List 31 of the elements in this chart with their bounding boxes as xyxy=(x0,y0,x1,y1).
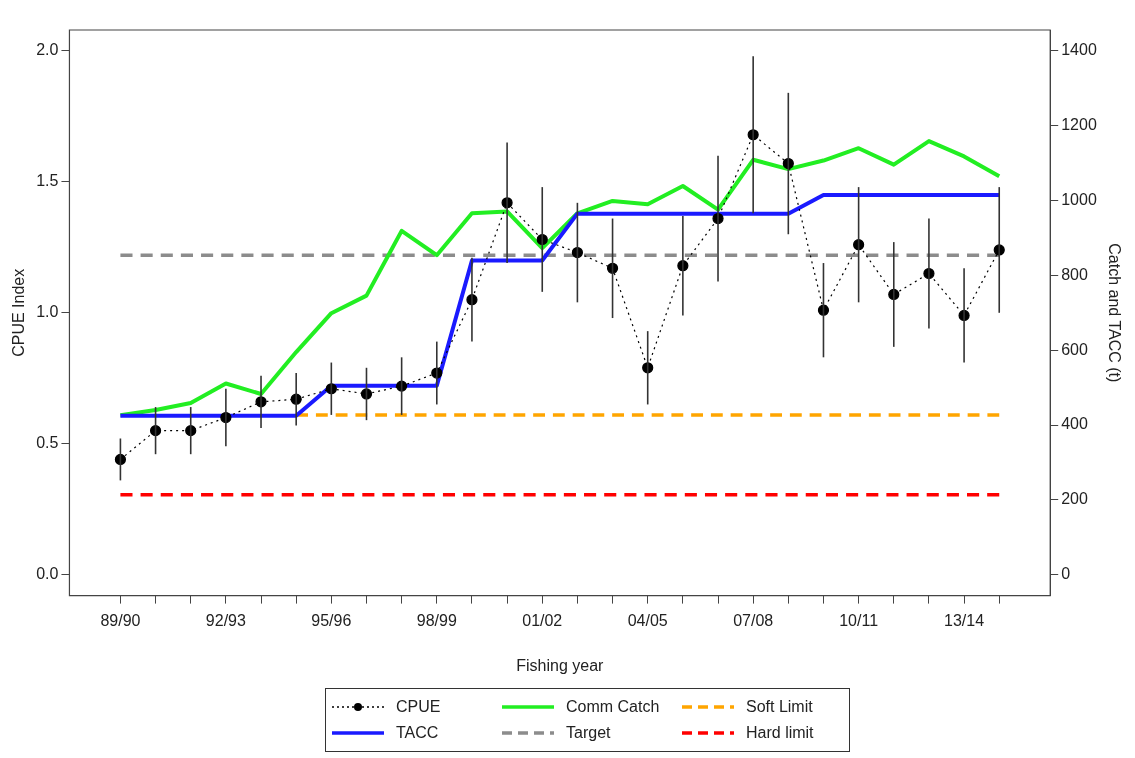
y-tick-label: 0.5 xyxy=(36,434,59,452)
y-tick-label: 1.0 xyxy=(36,303,59,321)
x-tick-label: 04/05 xyxy=(627,611,668,629)
x-tick-label: 98/99 xyxy=(416,611,457,629)
y2-tick-label: 1000 xyxy=(1061,190,1097,208)
y2-tick-label: 1200 xyxy=(1061,116,1097,134)
y2-tick-label: 400 xyxy=(1061,415,1088,433)
x-tick-label: 07/08 xyxy=(733,611,774,629)
x-tick-label: 10/11 xyxy=(839,611,879,629)
legend-label: Comm Catch xyxy=(566,698,660,716)
legend-label: Target xyxy=(566,724,611,742)
x-axis-title: Fishing year xyxy=(516,656,605,674)
y-tick-label: 2.0 xyxy=(36,41,59,59)
legend-label: Soft Limit xyxy=(746,698,813,716)
x-tick-label: 89/90 xyxy=(100,611,141,629)
y2-tick-label: 200 xyxy=(1061,490,1088,508)
y2-tick-label: 1400 xyxy=(1061,41,1097,59)
y-tick-label: 1.5 xyxy=(36,172,59,190)
x-tick-label: 95/96 xyxy=(311,611,352,629)
y2-tick-label: 0 xyxy=(1061,565,1071,583)
y2-tick-label: 800 xyxy=(1061,265,1088,283)
legend-label: TACC xyxy=(396,724,439,742)
y-axis-title: CPUE Index xyxy=(10,268,28,357)
y2-tick-label: 600 xyxy=(1061,340,1088,358)
y-tick-label: 0.0 xyxy=(36,565,59,583)
legend-label: CPUE xyxy=(396,698,441,716)
x-tick-label: 01/02 xyxy=(522,611,563,629)
x-tick-label: 13/14 xyxy=(944,611,985,629)
y2-axis-title: Catch and TACC (t) xyxy=(1105,243,1123,383)
legend-label: Hard limit xyxy=(746,724,814,742)
x-tick-label: 92/93 xyxy=(205,611,246,629)
